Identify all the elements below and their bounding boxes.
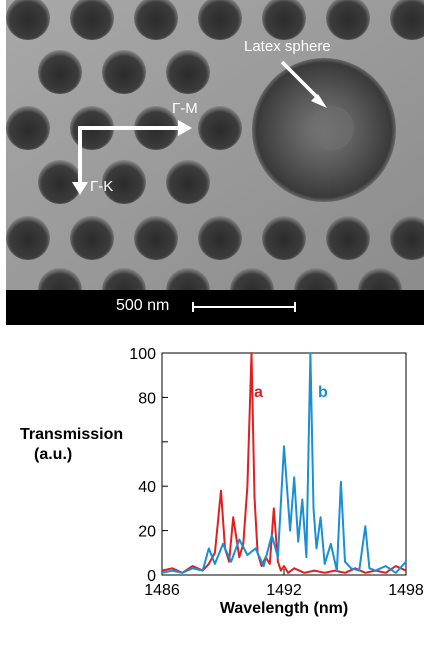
air-hole — [102, 268, 146, 290]
x-tick-label: 1492 — [266, 582, 302, 599]
air-hole — [262, 216, 306, 260]
air-hole — [70, 0, 114, 40]
sem-micrograph: Latex sphere Γ-M Γ-K — [6, 0, 424, 325]
air-hole — [38, 50, 82, 94]
air-hole — [198, 106, 242, 150]
sphere-arrow — [280, 60, 322, 102]
air-hole — [134, 0, 178, 40]
air-hole — [166, 160, 210, 204]
air-hole — [6, 106, 50, 150]
air-hole — [198, 0, 242, 40]
y-tick-label: 100 — [129, 346, 156, 363]
transmission-chart: 0 20 40 80 100 1486 1492 1498 Transmission (a.… — [0, 335, 430, 640]
air-hole — [358, 268, 402, 290]
gamma-k-label: Γ-K — [90, 178, 114, 195]
gamma-m-label: Γ-M — [172, 100, 198, 117]
y-tick-label: 20 — [138, 524, 156, 541]
y-tick-label: 40 — [138, 479, 156, 496]
x-axis-label: Wavelength (nm) — [220, 600, 348, 617]
latex-sphere-label: Latex sphere — [244, 38, 331, 55]
air-hole — [102, 50, 146, 94]
air-hole — [134, 216, 178, 260]
y-tick-label: 80 — [138, 390, 156, 407]
air-hole — [390, 0, 424, 40]
air-hole — [6, 0, 50, 40]
air-hole — [70, 216, 114, 260]
air-hole — [166, 268, 210, 290]
scale-bar-panel: 500 nm — [6, 290, 424, 325]
air-hole — [262, 0, 306, 40]
x-tick-label: 1498 — [388, 582, 424, 599]
scale-label: 500 nm — [116, 297, 170, 314]
air-hole — [326, 216, 370, 260]
sem-image — [6, 0, 424, 290]
air-hole — [326, 0, 370, 40]
sphere-arrow-head — [311, 94, 327, 108]
air-hole — [294, 268, 338, 290]
air-hole — [38, 160, 82, 204]
y-tick-label: 0 — [147, 568, 156, 585]
series-a-label: a — [254, 384, 263, 401]
air-hole — [390, 216, 424, 260]
air-hole — [230, 268, 274, 290]
gamma-m-arrow-head — [178, 120, 192, 136]
x-tick-label: 1486 — [144, 582, 180, 599]
air-hole — [38, 268, 82, 290]
series-b-label: b — [318, 384, 328, 401]
y-axis-label-line1: Transmission — [20, 426, 123, 443]
series-line-b — [161, 352, 407, 574]
air-hole — [102, 160, 146, 204]
air-hole — [6, 216, 50, 260]
latex-sphere — [310, 106, 354, 150]
gamma-k-arrow-head — [72, 182, 88, 195]
air-hole — [166, 50, 210, 94]
chart-svg: 0 20 40 80 100 1486 1492 1498 Transmission (a.… — [20, 346, 424, 617]
scale-line — [192, 302, 296, 312]
air-hole-lattice — [6, 0, 424, 290]
y-axis-label-line2: (a.u.) — [34, 446, 72, 463]
air-hole — [198, 216, 242, 260]
